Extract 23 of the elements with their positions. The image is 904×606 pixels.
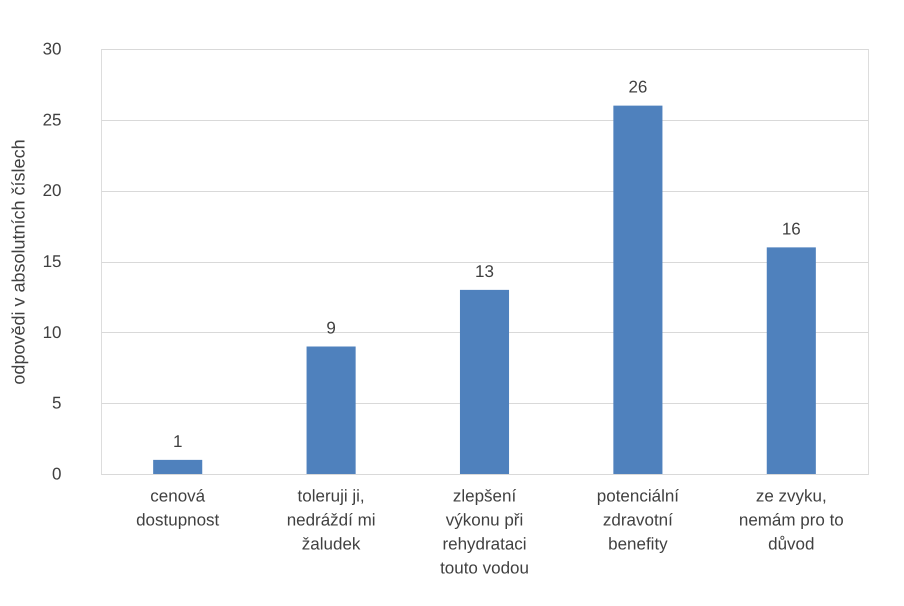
y-tick-label: 0: [52, 464, 62, 484]
x-tick-label: ze zvyku, nemám pro to důvod: [738, 486, 844, 554]
data-label: 26: [628, 78, 648, 97]
y-tick-label: 5: [52, 394, 62, 413]
y-tick-label: 15: [42, 252, 62, 271]
y-axis-title: odpovědi v absolutních číslech: [8, 139, 29, 385]
y-tick-label: 20: [42, 181, 62, 200]
data-label: 9: [326, 318, 336, 338]
x-tick-label: toleruji ji, nedráždí mi žaludek: [286, 486, 376, 554]
bar: [460, 290, 510, 474]
y-tick-label: 10: [42, 322, 62, 342]
y-tick-label: 30: [42, 40, 62, 58]
bar: [613, 106, 662, 474]
bar: [153, 460, 202, 474]
x-tick-label: potenciální zdravotní benefity: [596, 486, 680, 554]
x-tick-label: cenová dostupnost: [136, 486, 220, 530]
y-tick-label: 25: [42, 110, 62, 130]
data-label: 1: [172, 432, 182, 451]
x-tick-label: zlepšení výkonu při rehydrataci touto vodou: [440, 486, 529, 578]
bar: [766, 247, 816, 474]
data-label: 16: [782, 219, 801, 238]
data-label: 13: [475, 262, 494, 281]
bar: [306, 346, 356, 474]
